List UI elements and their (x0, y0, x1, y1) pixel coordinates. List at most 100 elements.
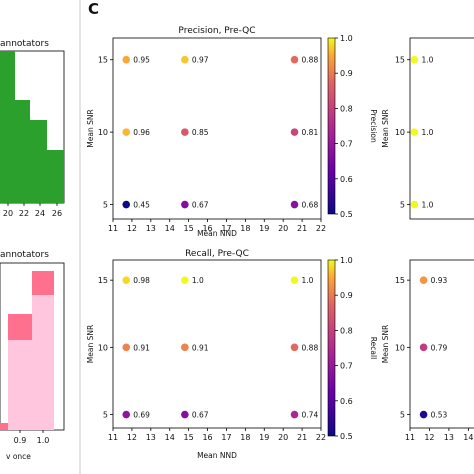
data-label: 0.53 (431, 411, 448, 420)
x-tick-label: 12 (127, 433, 137, 442)
x-tick-label: 12 (424, 433, 434, 442)
x-tick-label: 17 (221, 224, 231, 233)
x-tick-label: 13 (146, 224, 156, 233)
x-tick-label: 19 (259, 224, 269, 233)
x-tick-label: 21 (297, 433, 307, 442)
x-tick-label: 19 (259, 433, 269, 442)
data-point (419, 276, 428, 284)
x-tick-label: 11 (108, 433, 118, 442)
data-point (410, 128, 419, 136)
x-tick-label: 26 (52, 209, 62, 218)
x-tick-label: 16 (202, 433, 212, 442)
y-tick-label: 5 (103, 411, 108, 420)
histogram-bar (0, 51, 15, 203)
data-label: 1.0 (421, 128, 433, 137)
data-label: 0.68 (302, 201, 319, 210)
data-label: 0.74 (302, 411, 319, 420)
y-axis-label: Mean SNR (86, 325, 95, 363)
y-tick-label: 5 (400, 411, 405, 420)
data-point (181, 410, 189, 419)
histogram-bar (15, 100, 30, 203)
plot-frame (112, 37, 322, 220)
data-point (290, 55, 299, 64)
y-tick-label: 10 (98, 343, 108, 352)
colorbar-label: Precision (369, 109, 378, 143)
left-bottom-panel: annotators 0.9 1.0 v once (0, 250, 65, 461)
x-axis-label: Mean NND (197, 451, 237, 460)
x-tick-label: 15 (184, 224, 194, 233)
y-tick-label: 15 (395, 276, 405, 285)
x-tick-label: 0.9 (14, 436, 27, 445)
data-point (290, 276, 299, 284)
data-label: 0.67 (192, 201, 209, 210)
data-point (181, 200, 189, 209)
left-top-title: annotators (0, 39, 49, 49)
colorbar-tick-label: 0.6 (340, 175, 353, 184)
data-point (181, 343, 189, 352)
y-tick-label: 15 (395, 56, 405, 65)
x-tick-label: 11 (108, 224, 118, 233)
colorbar-tick-label: 0.5 (340, 210, 353, 219)
colorbar-tick-label: 0.9 (340, 291, 353, 300)
data-point (122, 200, 131, 209)
data-point (122, 276, 131, 284)
data-label: 1.0 (192, 276, 204, 285)
data-label: 0.91 (192, 343, 209, 352)
histogram-bar (30, 120, 47, 203)
y-tick-label: 15 (98, 56, 108, 65)
data-label: 0.95 (133, 56, 150, 65)
data-point (181, 128, 189, 136)
data-point (290, 343, 299, 352)
x-tick-label: 18 (240, 224, 250, 233)
x-tick-label: 14 (165, 433, 175, 442)
colorbar-tick-label: 0.9 (340, 69, 353, 78)
data-label: 0.67 (192, 411, 209, 420)
data-label: 0.88 (302, 343, 319, 352)
x-tick-label: 12 (127, 224, 137, 233)
panel-label: C (88, 0, 99, 18)
colorbar-tick-label: 0.8 (340, 326, 353, 335)
data-label: 0.96 (133, 128, 150, 137)
x-tick-label: 17 (221, 433, 231, 442)
data-label: 0.97 (192, 56, 209, 65)
x-tick-label: 22 (316, 433, 326, 442)
x-tick-label: 14 (463, 433, 473, 442)
data-point (181, 55, 189, 64)
histogram-bar (47, 150, 64, 203)
x-tick-label: 15 (184, 433, 194, 442)
plot-frame (409, 37, 474, 220)
left-bottom-xlabel: v once (6, 452, 31, 461)
y-tick-label: 15 (98, 276, 108, 285)
x-tick-label: 13 (444, 433, 454, 442)
data-point (181, 276, 189, 284)
colorbar-tick-label: 1.0 (340, 34, 353, 43)
data-label: 0.79 (431, 343, 448, 352)
chart-title: Recall, Pre-QC (185, 249, 249, 259)
x-tick-label: 22 (316, 224, 326, 233)
data-point (419, 410, 428, 419)
data-label: 0.45 (133, 201, 150, 210)
x-tick-label: 11 (405, 433, 415, 442)
colorbar-tick-label: 0.6 (340, 397, 353, 406)
colorbar-tick-label: 0.8 (340, 104, 353, 113)
data-point (290, 200, 299, 209)
y-tick-label: 10 (395, 343, 405, 352)
data-point (122, 343, 131, 352)
y-tick-label: 10 (98, 128, 108, 137)
data-label: 0.81 (302, 128, 319, 137)
left-top-panel: annotators 20 22 24 26 (0, 39, 65, 218)
colorbar (327, 259, 336, 437)
x-tick-label: 20 (3, 209, 13, 218)
histogram-bar (8, 340, 32, 430)
chart-title: Precision, Pre-QC (178, 26, 255, 36)
y-axis-label: Mean SNR (381, 325, 390, 363)
colorbar (327, 37, 336, 215)
colorbar-tick-label: 0.7 (340, 140, 353, 149)
data-label: 0.88 (302, 56, 319, 65)
data-label: 0.85 (192, 128, 209, 137)
right-top-scatter: 5 10 15 Mean SNR 1.0 1.0 1.0 (381, 37, 474, 220)
x-tick-label: 22 (19, 209, 29, 218)
data-point (290, 128, 299, 136)
x-tick-label: 20 (278, 224, 288, 233)
